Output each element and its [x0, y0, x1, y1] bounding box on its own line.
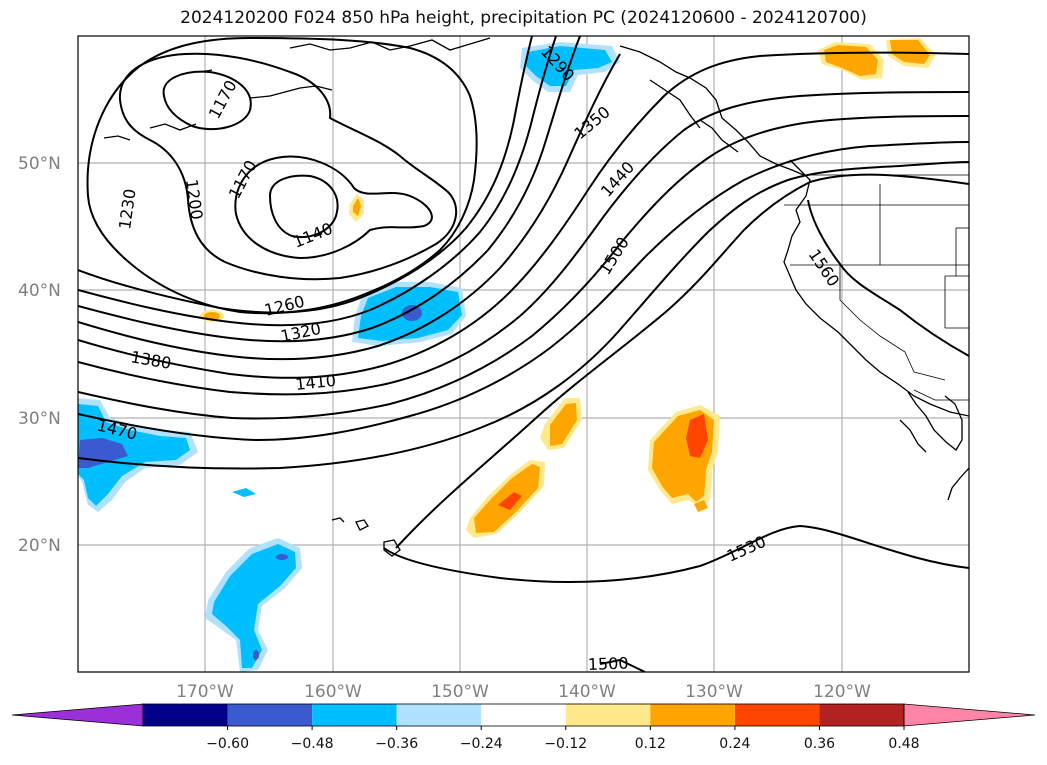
colorbar-segment	[734, 704, 820, 726]
map-area	[78, 36, 969, 672]
colorbar-segment	[650, 704, 735, 726]
map-title: 2024120200 F024 850 hPa height, precipit…	[180, 8, 867, 28]
lat-label: 20°N	[18, 536, 61, 556]
colorbar-extend-low	[11, 703, 144, 727]
lat-label: 30°N	[18, 409, 61, 429]
colorbar-tick-label: 0.36	[804, 736, 835, 752]
colorbar-segment	[481, 704, 566, 726]
longitude-labels: 170°W 160°W 150°W 140°W 130°W 120°W	[176, 682, 871, 702]
colorbar-segment	[143, 704, 228, 726]
colorbar-tick-label: −0.48	[291, 736, 334, 752]
map-frame	[77, 35, 970, 673]
lon-label: 170°W	[176, 682, 234, 702]
precip-negative-regions	[78, 42, 620, 672]
coastlines	[103, 37, 969, 557]
colorbar-segment	[396, 704, 482, 726]
colorbar-tick-label: 0.48	[888, 736, 919, 752]
colorbar-frame	[142, 703, 905, 727]
colorbar-segment	[227, 704, 313, 726]
precip-positive-regions	[200, 38, 936, 538]
lon-label: 150°W	[431, 682, 489, 702]
lon-label: 140°W	[558, 682, 616, 702]
lat-label: 40°N	[18, 281, 61, 301]
colorbar: −0.60 −0.48 −0.36 −0.24 −0.12 0.12 0.24 0.36 0.4…	[11, 703, 1036, 752]
colorbar-segment	[819, 704, 904, 726]
colorbar-extend-high	[903, 703, 1036, 727]
contour-label: 1500	[587, 654, 628, 674]
colorbar-tick-label: −0.12	[544, 736, 587, 752]
colorbar-tick-label: 0.12	[635, 736, 666, 752]
colorbar-tick-label: −0.60	[206, 736, 249, 752]
colorbar-segment	[565, 704, 651, 726]
contour-label: 1410	[294, 371, 336, 394]
lon-label: 130°W	[685, 682, 743, 702]
lon-label: 160°W	[304, 682, 362, 702]
latitude-labels: 50°N 40°N 30°N 20°N	[18, 154, 61, 556]
height-contours	[78, 36, 969, 672]
colorbar-segment	[312, 704, 397, 726]
lat-label: 50°N	[18, 154, 61, 174]
colorbar-tick-label: −0.24	[460, 736, 503, 752]
colorbar-tick-label: 0.24	[719, 736, 750, 752]
colorbar-tick-label: −0.36	[375, 736, 418, 752]
lon-label: 120°W	[813, 682, 871, 702]
